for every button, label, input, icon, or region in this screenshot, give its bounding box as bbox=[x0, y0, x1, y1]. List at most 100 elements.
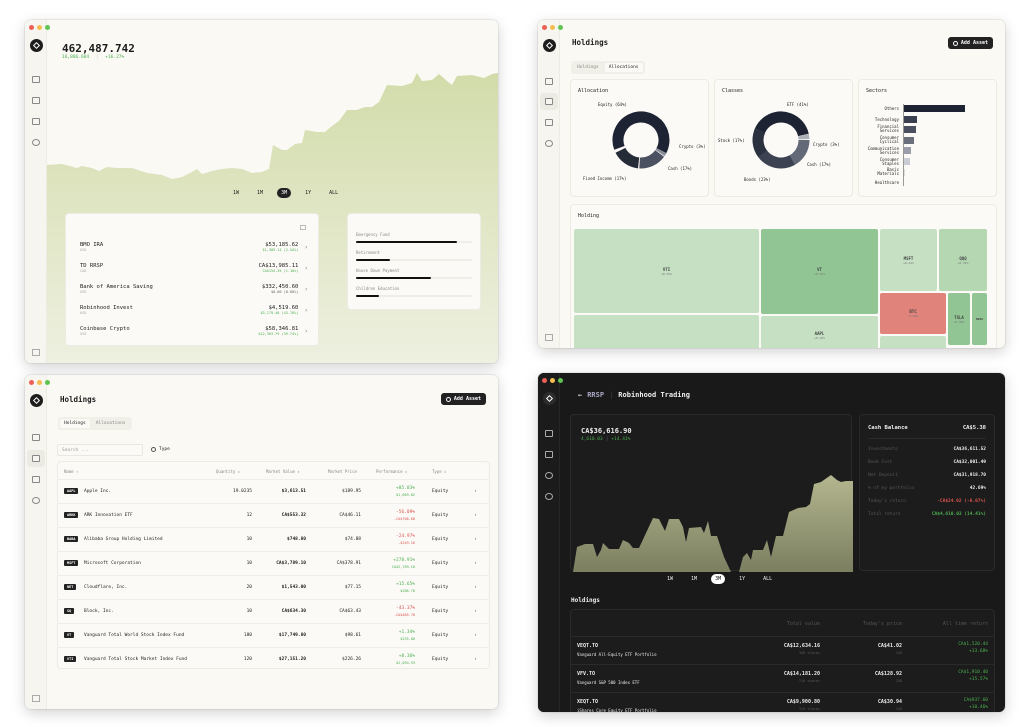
tab-allocations[interactable]: Allocations bbox=[604, 63, 643, 72]
range-1w[interactable]: 1W bbox=[233, 190, 240, 196]
treemap-tile[interactable]: MSFT +0.41% bbox=[880, 229, 937, 291]
breadcrumb-parent[interactable]: RRSP bbox=[587, 391, 605, 399]
range-all[interactable]: ALL bbox=[763, 576, 773, 582]
column-header-type[interactable]: Type ⇕ bbox=[432, 469, 447, 474]
table-row[interactable]: ARKK ARK Innovation ETF 12 CA$553.32 CA$46.… bbox=[58, 503, 489, 527]
ledger-icon[interactable] bbox=[32, 476, 40, 483]
account-row[interactable]: TD RRSP CAD CA$13,985.11 CA$154.35 (1.10%)… bbox=[80, 263, 308, 273]
range-all[interactable]: ALL bbox=[329, 190, 339, 196]
close-button[interactable] bbox=[542, 378, 547, 383]
sidebar-toggle-icon[interactable] bbox=[32, 349, 40, 356]
treemap-tile[interactable] bbox=[574, 315, 759, 348]
minimize-button[interactable] bbox=[550, 378, 555, 383]
tab-allocations[interactable]: Allocations bbox=[95, 421, 126, 426]
table-row[interactable]: MSFT Microsoft Corporation 10 CA$3,789.10 C… bbox=[58, 551, 489, 575]
treemap-tile[interactable]: VT +0.65% bbox=[761, 229, 878, 314]
account-row[interactable]: Robinhood Invest USD $4,519.60 $3,179.40 (… bbox=[80, 305, 308, 315]
holding-row[interactable]: VEQT.TO Vanguard All-Equity ETF Portfolio… bbox=[571, 636, 994, 662]
wallet-icon[interactable] bbox=[32, 97, 40, 104]
chart-icon[interactable] bbox=[545, 78, 553, 85]
range-1m[interactable]: 1M bbox=[257, 190, 264, 196]
wallet-icon[interactable] bbox=[32, 455, 40, 462]
stat-row: Book Cost CA$32,001.49 bbox=[868, 460, 986, 465]
account-row[interactable]: BMO IRA USD $53,185.62 $1,309.14 (2.54%) › bbox=[80, 242, 308, 252]
ledger-icon[interactable] bbox=[32, 118, 40, 125]
app-logo-icon[interactable] bbox=[543, 39, 556, 52]
table-row[interactable]: BABA Alibaba Group Holding Limited 10 $748… bbox=[58, 527, 489, 551]
table-row[interactable]: VT Vanguard Total World Stock Index Fund … bbox=[58, 623, 489, 647]
card-title: Sectors bbox=[866, 88, 888, 94]
column-header-performance[interactable]: Performance ⇕ bbox=[376, 469, 408, 474]
account-row[interactable]: Bank of America Saving USD $332,450.60 $0.… bbox=[80, 284, 308, 294]
classes-donut-chart bbox=[752, 111, 810, 169]
range-1y[interactable]: 1Y bbox=[305, 190, 312, 196]
chart-icon[interactable] bbox=[545, 430, 553, 437]
tab-holdings[interactable]: Holdings bbox=[577, 65, 599, 70]
range-3m[interactable]: 3M bbox=[277, 188, 292, 198]
app-logo-icon[interactable] bbox=[30, 39, 43, 52]
holding-row[interactable]: VFV.TO Vanguard S&P 500 Index ETF CA$14,1… bbox=[571, 664, 994, 690]
goals-card: Emergency Fund Retirement House Down Pay… bbox=[347, 213, 481, 310]
sidebar-toggle-icon[interactable] bbox=[32, 695, 40, 702]
minimize-button[interactable] bbox=[37, 380, 42, 385]
card-title: Holding bbox=[578, 213, 600, 219]
treemap-tile[interactable]: NVDA bbox=[972, 293, 987, 345]
close-button[interactable] bbox=[29, 380, 34, 385]
maximize-button[interactable] bbox=[558, 25, 563, 30]
maximize-button[interactable] bbox=[45, 25, 50, 30]
app-logo-icon[interactable] bbox=[30, 394, 43, 407]
stat-row: Total return CA$4,610.03 (14.41%) bbox=[868, 512, 986, 517]
add-asset-button[interactable]: Add Asset bbox=[947, 37, 993, 49]
back-arrow-icon[interactable]: ← bbox=[578, 391, 583, 399]
total-value: 462,487.742 bbox=[62, 42, 135, 55]
treemap-tile[interactable]: QQQ +0.32% bbox=[939, 229, 987, 291]
wallet-icon[interactable] bbox=[545, 451, 553, 458]
close-button[interactable] bbox=[29, 25, 34, 30]
treemap-tile[interactable] bbox=[880, 336, 946, 348]
treemap-tile[interactable]: VTI +0.55% bbox=[574, 229, 759, 313]
range-3m[interactable]: 3M bbox=[711, 574, 726, 584]
chevron-right-icon: › bbox=[474, 609, 477, 614]
gear-icon[interactable] bbox=[545, 140, 553, 147]
minimize-button[interactable] bbox=[37, 25, 42, 30]
window-controls bbox=[29, 25, 50, 30]
add-asset-button[interactable]: Add Asset bbox=[440, 393, 486, 405]
minimize-button[interactable] bbox=[550, 25, 555, 30]
sidebar-toggle-icon[interactable] bbox=[545, 334, 553, 341]
calculator-icon[interactable] bbox=[300, 225, 306, 230]
account-row[interactable]: Coinbase Crypto USD $58,346.81 $12,363.79 … bbox=[80, 326, 308, 336]
history-icon[interactable] bbox=[545, 472, 553, 479]
column-header-market-value[interactable]: Market Value ⇕ bbox=[266, 469, 300, 474]
range-1w[interactable]: 1W bbox=[667, 576, 674, 582]
column-header-quantity[interactable]: Quantity ⇕ bbox=[216, 469, 241, 474]
treemap-tile[interactable]: TSLA +0.95% bbox=[948, 293, 970, 345]
holding-row[interactable]: XEQT.TO iShares Core Equity ETF Portfolio… bbox=[571, 692, 994, 712]
account-holdings-table: Total value Today's price All time retur… bbox=[570, 609, 995, 712]
range-1m[interactable]: 1M bbox=[691, 576, 698, 582]
search-input[interactable]: Search ... bbox=[57, 444, 143, 456]
treemap-tile[interactable]: BTC -0.05% bbox=[880, 293, 946, 334]
close-button[interactable] bbox=[542, 25, 547, 30]
table-row[interactable]: AAPL Apple Inc. 19.0235 $3,613.51 $189.95 +… bbox=[58, 479, 489, 503]
gear-icon[interactable] bbox=[545, 493, 553, 500]
column-header-name[interactable]: Name ↑ bbox=[64, 469, 79, 474]
app-logo-icon[interactable] bbox=[543, 392, 556, 405]
chart-icon[interactable] bbox=[32, 434, 40, 441]
change-amount: 16,886.684 bbox=[62, 55, 90, 60]
tab-holdings[interactable]: Holdings bbox=[60, 419, 90, 428]
treemap-tile[interactable]: AAPL +0.16% bbox=[761, 316, 878, 348]
table-row[interactable]: SQ Block, Inc. 10 CA$634.30 CA$63.43 -43.37… bbox=[58, 599, 489, 623]
type-filter-button[interactable]: Type bbox=[151, 447, 170, 452]
chart-icon[interactable] bbox=[32, 76, 40, 83]
gear-icon[interactable] bbox=[32, 139, 40, 146]
table-row[interactable]: NET Cloudflare, Inc. 20 $1,543.00 $77.15 +1… bbox=[58, 575, 489, 599]
range-1y[interactable]: 1Y bbox=[739, 576, 746, 582]
maximize-button[interactable] bbox=[45, 380, 50, 385]
gear-icon[interactable] bbox=[32, 497, 40, 504]
wallet-icon[interactable] bbox=[545, 98, 553, 105]
ledger-icon[interactable] bbox=[545, 119, 553, 126]
view-tabs: Holdings Allocations bbox=[58, 417, 132, 430]
table-row[interactable]: VTI Vanguard Total Stock Market Index Fun… bbox=[58, 647, 489, 671]
maximize-button[interactable] bbox=[558, 378, 563, 383]
window-controls bbox=[542, 378, 563, 383]
